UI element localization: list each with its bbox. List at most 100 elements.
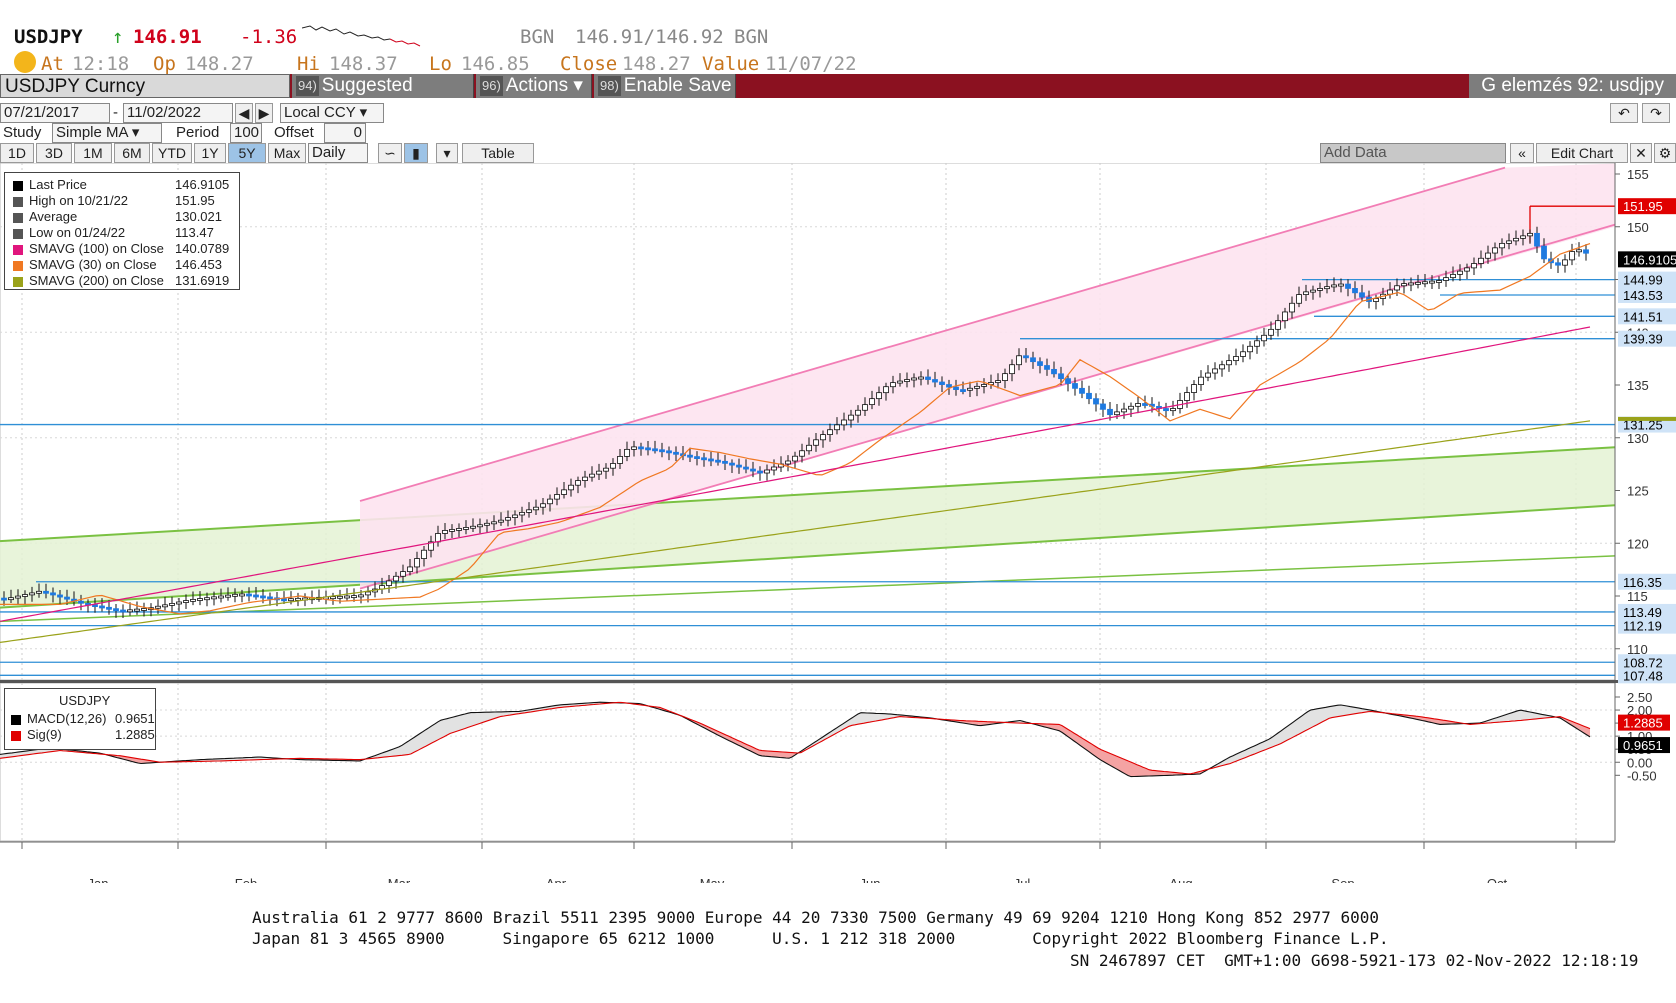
candle-up (8, 597, 14, 601)
candle-chart-icon[interactable]: ▮ (404, 143, 428, 163)
legend-row[interactable]: SMAVG (30) on Close 146.453 (13, 257, 222, 273)
range-button-1y[interactable]: 1Y (194, 143, 226, 163)
price-tag-label: 144.99 (1623, 273, 1663, 288)
candle-up (1485, 252, 1491, 259)
candle-up (1401, 283, 1407, 287)
candle-up (1506, 240, 1512, 244)
candle-up (400, 571, 406, 577)
macd-histogram-fill (1086, 740, 1089, 752)
candle-up (197, 598, 203, 601)
add-data-field[interactable]: Add Data (1320, 143, 1506, 163)
live-clock-icon[interactable] (14, 51, 36, 73)
candle-up (1513, 237, 1519, 242)
macd-histogram-fill (465, 713, 468, 729)
price-chart[interactable]: 155150145140135130125120115110151.95146.… (0, 163, 1676, 883)
sma-30-line (0, 243, 1591, 615)
macd-histogram-fill (774, 751, 777, 758)
macd-histogram-fill (1527, 711, 1530, 720)
pink-channel-fill (360, 163, 1615, 589)
candle-up (1394, 285, 1400, 291)
legend-row[interactable]: Average 130.021 (13, 209, 222, 225)
macd-histogram-fill (1116, 755, 1119, 771)
month-label: Feb (235, 876, 257, 883)
month-label: May (700, 876, 725, 883)
suggested-charts-button[interactable]: 94)Suggested Charts (292, 74, 474, 120)
frequency-select[interactable]: Daily ▼ (308, 143, 368, 179)
legend-row[interactable]: Last Price 146.9105 (13, 177, 229, 193)
end-date-field[interactable]: 11/02/2022 (123, 103, 233, 123)
candle-up (15, 595, 21, 599)
macd-histogram-fill (1506, 713, 1509, 722)
legend-label: High on 10/21/22 (29, 193, 129, 208)
macd-histogram-fill (6, 753, 9, 758)
candle-up (1527, 232, 1533, 237)
range-button-1d[interactable]: 1D (0, 143, 34, 163)
actions-menu[interactable]: 96) Actions ▾ (476, 74, 592, 98)
macd-histogram-fill (408, 739, 411, 755)
currency-select[interactable]: Local CCY ▾ (280, 103, 384, 123)
range-button-3d[interactable]: 3D (36, 143, 72, 163)
close-icon[interactable]: ✕ (1630, 143, 1652, 163)
candle-down (64, 596, 70, 600)
candle-up (1450, 273, 1456, 279)
macd-histogram-fill (1137, 764, 1140, 777)
edit-chart-button[interactable]: Edit Chart (1536, 143, 1628, 163)
enable-save-button[interactable]: 98) Enable Save (594, 74, 736, 98)
table-button[interactable]: Table (462, 143, 534, 163)
macd-histogram-fill (468, 712, 471, 728)
month-label: Jul (1014, 876, 1031, 883)
macd-histogram-fill (144, 759, 147, 764)
candle-up (1499, 242, 1505, 249)
macd-histogram-fill (780, 751, 783, 758)
security-field[interactable]: USDJPY Curncy (0, 74, 290, 98)
range-button-1m[interactable]: 1M (74, 143, 112, 163)
macd-histogram-fill (483, 712, 486, 723)
range-button-6m[interactable]: 6M (114, 143, 150, 163)
candle-down (1107, 408, 1113, 416)
line-chart-icon[interactable]: ∽ (378, 143, 402, 163)
legend-row[interactable]: SMAVG (200) on Close 131.6919 (13, 273, 229, 289)
macd-histogram-fill (1083, 738, 1086, 750)
legend-row[interactable]: High on 10/21/22 151.95 (13, 193, 215, 209)
macd-histogram-fill (486, 712, 489, 722)
scroll-forward-button[interactable]: ▶ (255, 103, 273, 123)
candle-up (204, 597, 210, 601)
candle-up (484, 522, 490, 526)
study-row: Study Simple MA ▾ Period 100 Offset 0 (0, 123, 1676, 143)
macd-legend-row[interactable]: Sig(9) 1.2885 (11, 727, 155, 743)
legend-row[interactable]: Low on 01/24/22 113.47 (13, 225, 214, 241)
range-button-max[interactable]: Max (268, 143, 306, 163)
candle-up (1247, 345, 1253, 353)
macd-histogram-fill (1236, 752, 1239, 762)
candle-down (1, 597, 7, 601)
start-date-field[interactable]: 07/21/2017 (0, 103, 110, 123)
undo-icon[interactable]: ↶ (1610, 103, 1638, 123)
candle-up (442, 530, 448, 534)
price-tag-label: 112.19 (1623, 619, 1662, 634)
macd-histogram-fill (1308, 709, 1311, 730)
range-button-5y[interactable]: 5Y (228, 143, 266, 163)
macd-legend-row[interactable]: MACD(12,26) 0.9651 (11, 711, 155, 727)
range-button-ytd[interactable]: YTD (152, 143, 192, 163)
period-field[interactable]: 100 (230, 123, 262, 143)
macd-histogram-fill (1272, 735, 1275, 748)
table-label: Table (481, 145, 515, 161)
offset-field[interactable]: 0 (324, 123, 366, 143)
collapse-icon[interactable]: « (1510, 143, 1534, 163)
macd-histogram-fill (1269, 737, 1272, 749)
candle-up (330, 596, 336, 600)
candle-up (491, 521, 497, 525)
study-select[interactable]: Simple MA ▾ (52, 123, 162, 143)
footer-session-line: SN 2467897 CET GMT+1:00 G698-5921-173 02… (1070, 951, 1639, 970)
scroll-back-button[interactable]: ◀ (235, 103, 253, 123)
price-tag-label: 107.48 (1623, 668, 1663, 683)
candle-down (687, 454, 693, 458)
chart-type-dropdown-icon[interactable]: ▾ (436, 143, 458, 163)
redo-icon[interactable]: ↷ (1642, 103, 1670, 123)
legend-row[interactable]: SMAVG (100) on Close 140.0789 (13, 241, 229, 257)
study-label: Study (3, 124, 42, 141)
macd-histogram-fill (888, 713, 891, 719)
settings-gear-icon[interactable]: ⚙ (1654, 143, 1676, 163)
legend-value: 146.9105 (175, 177, 230, 192)
macd-histogram-fill (258, 757, 261, 760)
